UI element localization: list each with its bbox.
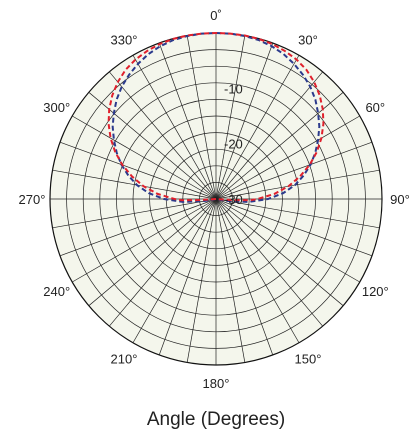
grid-spoke: [109, 71, 217, 200]
grid-spoke: [186, 35, 217, 200]
angle-tick-label: 210°: [111, 351, 138, 366]
grid-spoke: [215, 169, 380, 200]
radial-tick-label: -10: [224, 81, 243, 96]
x-axis-label: Angle (Degrees): [147, 409, 285, 430]
grid-spoke: [88, 198, 217, 306]
angle-tick-label: 0˚: [210, 8, 222, 23]
grid-spoke: [215, 35, 246, 200]
grid-spoke: [72, 198, 217, 283]
radial-tick-label: -20: [224, 137, 243, 152]
grid-spoke: [215, 198, 323, 327]
grid-spoke: [215, 198, 300, 343]
grid-spoke: [215, 198, 380, 229]
radial-tick-label: -30: [224, 192, 243, 207]
grid-spoke: [215, 198, 344, 306]
angle-tick-label: 30°: [298, 33, 318, 48]
grid-spoke: [59, 141, 217, 200]
grid-spoke: [132, 198, 217, 343]
grid-spoke: [215, 42, 274, 200]
angle-tick-label: 240°: [43, 284, 70, 299]
grid-spoke: [215, 198, 246, 363]
angle-tick-label: 90°: [390, 192, 410, 207]
series-line-2: [107, 31, 325, 202]
grid-spoke: [72, 115, 217, 200]
angle-tick-label: 60°: [365, 100, 385, 115]
grid-spoke: [132, 55, 217, 200]
angle-tick-label: 180°: [203, 376, 230, 391]
radial-tick-labels: -10 -20 -30: [224, 81, 243, 207]
grid-spoke: [215, 71, 323, 200]
angle-tick-labels: 0˚ 30° 60° 90° 120° 150° 180° 210° 240° 270° 300° 3…: [19, 8, 410, 391]
grid-spoke: [52, 169, 217, 200]
grid-spoke: [186, 198, 217, 363]
angle-tick-label: 120°: [362, 284, 389, 299]
grid-spoke: [59, 198, 217, 257]
grid-spoke: [215, 198, 373, 257]
grid-spoke: [215, 198, 274, 356]
angle-tick-label: 300°: [43, 100, 70, 115]
grid-spoke: [52, 198, 217, 229]
angle-tick-label: 150°: [295, 351, 322, 366]
grid-spoke: [109, 198, 217, 327]
grid-spoke: [215, 55, 300, 200]
grid-spoke: [158, 42, 217, 200]
grid-spoke: [158, 198, 217, 356]
angle-tick-label: 330°: [111, 33, 138, 48]
grid-spoke: [215, 198, 360, 283]
series-layer: [107, 31, 325, 203]
angle-tick-label: 270°: [19, 192, 46, 207]
grid-spoke: [215, 115, 360, 200]
grid-spoke: [215, 141, 373, 200]
